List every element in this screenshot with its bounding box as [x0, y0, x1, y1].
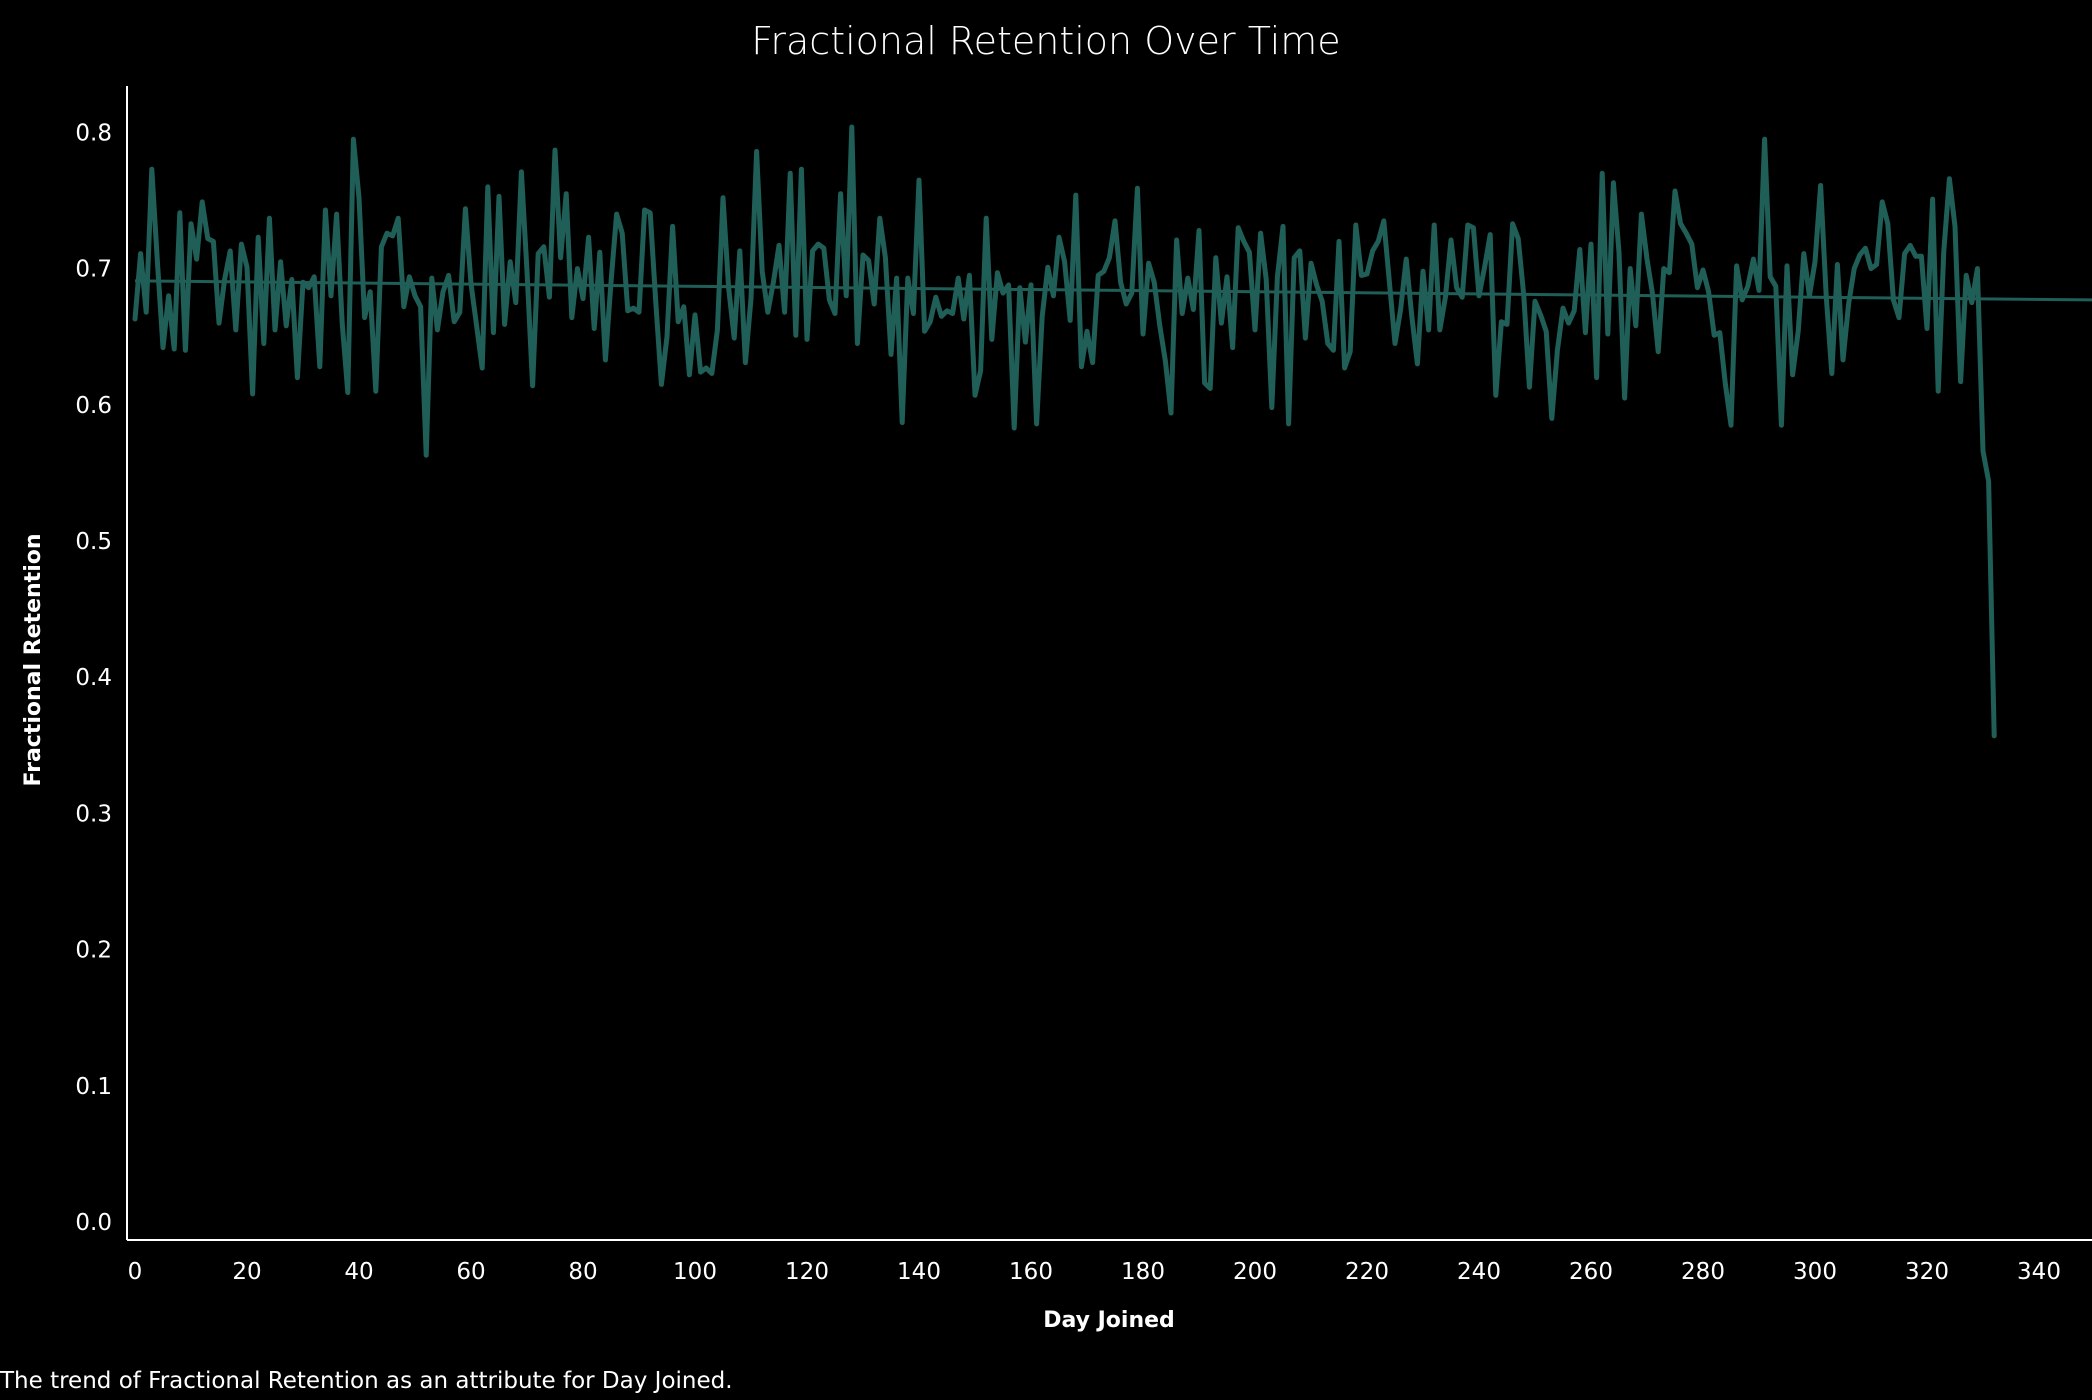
series-group — [132, 124, 1997, 739]
series-line — [132, 124, 1997, 739]
x-tick-label: 80 — [568, 1259, 597, 1285]
x-tick-label: 340 — [2017, 1259, 2061, 1285]
x-tick-label: 220 — [1345, 1259, 1389, 1285]
x-tick-label: 160 — [1009, 1259, 1053, 1285]
y-axis-ticks: 0.0 0.1 0.2 0.3 0.4 0.5 0.6 0.7 0.8 — [75, 120, 112, 1236]
x-tick-label: 100 — [673, 1259, 717, 1285]
x-tick-label: 40 — [344, 1259, 373, 1285]
x-tick-label: 260 — [1569, 1259, 1613, 1285]
x-tick-label: 120 — [785, 1259, 829, 1285]
y-tick-label: 0.1 — [75, 1074, 112, 1100]
x-tick-label: 20 — [232, 1259, 261, 1285]
x-tick-label: 320 — [1905, 1259, 1949, 1285]
x-tick-label: 140 — [897, 1259, 941, 1285]
y-tick-label: 0.0 — [75, 1210, 112, 1236]
y-tick-label: 0.7 — [75, 257, 112, 283]
y-tick-label: 0.2 — [75, 938, 112, 964]
x-axis-label: Day Joined — [1043, 1308, 1175, 1333]
y-tick-label: 0.3 — [75, 801, 112, 827]
x-tick-label: 60 — [456, 1259, 485, 1285]
x-axis-ticks: 0 20 40 60 80 100 120 140 160 180 200 220 240 260 280 3… — [128, 1259, 2061, 1285]
x-tick-label: 240 — [1457, 1259, 1501, 1285]
y-tick-label: 0.6 — [75, 393, 112, 419]
y-axis-label: Fractional Retention — [21, 533, 46, 786]
x-tick-label: 200 — [1233, 1259, 1277, 1285]
y-tick-label: 0.8 — [75, 120, 112, 146]
y-tick-label: 0.5 — [75, 529, 112, 555]
x-tick-label: 0 — [128, 1259, 143, 1285]
x-tick-label: 180 — [1121, 1259, 1165, 1285]
y-tick-label: 0.4 — [75, 665, 112, 691]
x-tick-label: 300 — [1793, 1259, 1837, 1285]
x-tick-label: 280 — [1681, 1259, 1725, 1285]
chart-caption: The trend of Fractional Retention as an … — [0, 1368, 733, 1394]
chart-title: Fractional Retention Over Time — [751, 19, 1340, 63]
